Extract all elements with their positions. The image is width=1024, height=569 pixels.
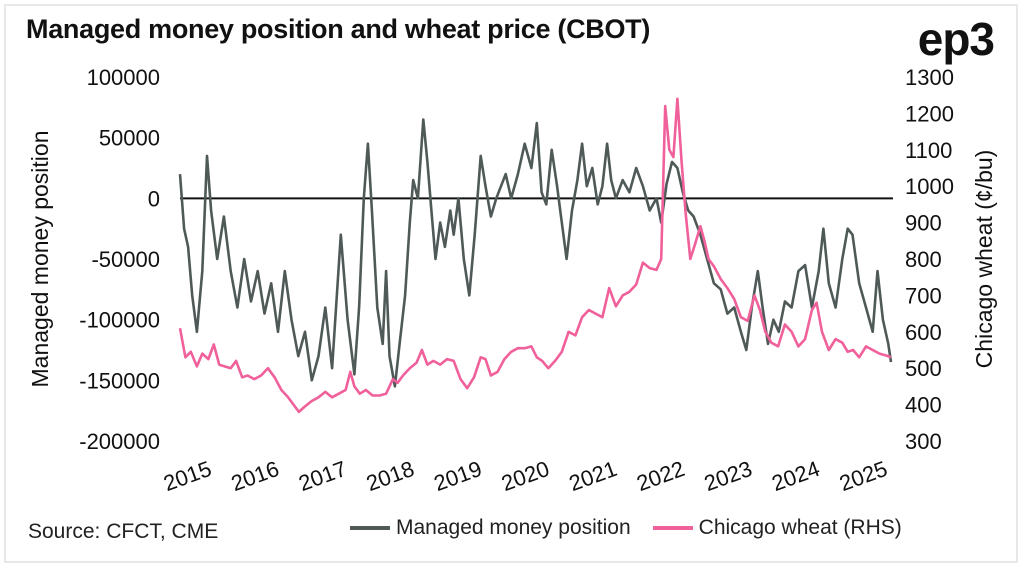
legend-label-chicago-wheat: Chicago wheat (RHS) <box>698 516 902 539</box>
series-chicago-wheat-line <box>178 97 892 414</box>
x-tick-label: 2015 <box>160 456 215 496</box>
brand-logo: ep3 <box>917 13 995 65</box>
right-axis-label: Chicago wheat (¢/bu) <box>971 150 997 369</box>
left-tick-label: 50000 <box>99 126 160 151</box>
x-tick-label: 2025 <box>836 456 891 496</box>
series-managed-money-line <box>178 118 893 388</box>
left-tick-label: -50000 <box>91 247 160 272</box>
x-tick-label: 2024 <box>768 456 823 496</box>
legend-item-managed-money: Managed money position <box>350 516 631 540</box>
left-axis-ticks: 100000 50000 0 -50000 -100000 -150000 -200000 <box>79 65 160 454</box>
x-tick-label: 2021 <box>566 456 621 496</box>
right-tick-label: 600 <box>905 320 942 345</box>
chart-frame <box>4 4 1018 563</box>
right-tick-label: 300 <box>905 429 942 454</box>
x-tick-label: 2022 <box>633 456 688 496</box>
legend-item-chicago-wheat: Chicago wheat (RHS) <box>652 516 902 540</box>
legend: Managed money position Chicago wheat (RH… <box>350 516 902 540</box>
source-note: Source: CFCT, CME <box>28 520 219 543</box>
left-axis-label: Managed money position <box>27 131 53 388</box>
left-tick-label: 100000 <box>87 65 160 90</box>
chart-title: Managed money position and wheat price (… <box>26 14 651 44</box>
x-tick-label: 2023 <box>701 456 756 496</box>
right-tick-label: 1000 <box>905 174 954 199</box>
right-tick-label: 500 <box>905 356 942 381</box>
right-tick-label: 700 <box>905 283 942 308</box>
right-tick-label: 900 <box>905 211 942 236</box>
left-tick-label: -200000 <box>79 429 160 454</box>
x-tick-label: 2019 <box>430 456 485 496</box>
left-tick-label: 0 <box>148 186 160 211</box>
left-tick-label: -150000 <box>79 368 160 393</box>
right-axis-ticks: 1300 1200 1100 1000 900 800 700 600 500 400 300 <box>905 65 954 454</box>
legend-label-managed-money: Managed money position <box>396 516 631 539</box>
x-axis-ticks: 2015 2016 2017 2018 2019 2020 2021 2022 2023 2024… <box>160 456 890 496</box>
x-tick-label: 2020 <box>498 456 553 496</box>
x-tick-label: 2017 <box>295 456 350 496</box>
left-tick-label: -100000 <box>79 308 160 333</box>
x-tick-label: 2016 <box>228 456 283 496</box>
right-tick-label: 800 <box>905 247 942 272</box>
legend-swatch-chicago-wheat <box>652 526 693 530</box>
right-tick-label: 400 <box>905 393 942 418</box>
legend-swatch-managed-money <box>350 526 390 530</box>
x-tick-label: 2018 <box>363 456 418 496</box>
right-tick-label: 1300 <box>905 65 954 90</box>
right-tick-label: 1100 <box>905 138 952 163</box>
right-tick-label: 1200 <box>905 101 954 126</box>
